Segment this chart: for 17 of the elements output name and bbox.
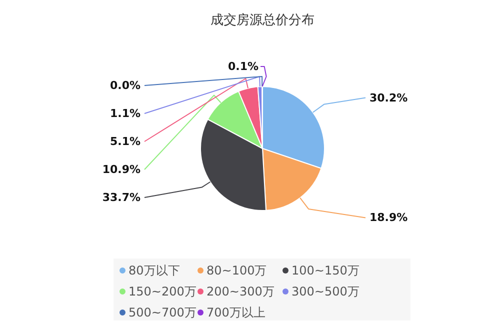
legend-label: 700万以上	[206, 306, 266, 320]
legend-label: 80万以下	[128, 264, 180, 278]
data-label: 10.9%	[102, 163, 141, 176]
legend-label: 500~700万	[128, 306, 196, 320]
data-label: 33.7%	[102, 191, 141, 204]
data-label: 1.1%	[110, 107, 141, 120]
data-label: 30.2%	[370, 91, 408, 104]
legend-label: 100~150万	[292, 264, 360, 278]
legend-label: 300~500万	[292, 284, 360, 298]
text: 0.0%	[110, 79, 141, 92]
legend-label: 150~200万	[128, 284, 196, 298]
chart-title: 成交房源总价分布	[210, 12, 314, 28]
legend-label: 200~300万	[206, 284, 274, 298]
data-label: 18.9%	[370, 211, 408, 224]
data-label: 5.1%	[110, 135, 141, 148]
legend-label: 80~100万	[206, 264, 267, 278]
data-label: 0.1%	[228, 60, 259, 73]
